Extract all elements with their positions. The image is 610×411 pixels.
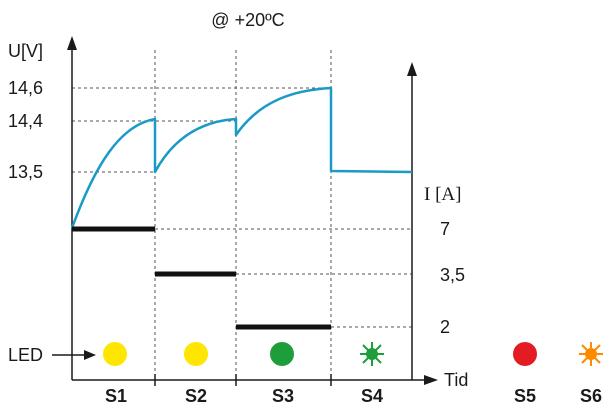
voltage-tick-14-4: 14,4 <box>8 111 43 131</box>
voltage-axis-arrow-icon <box>67 36 77 50</box>
current-tick-2: 2 <box>440 317 450 337</box>
led-s6-orange-blink-icon <box>579 342 603 366</box>
voltage-axis-label: U[V] <box>8 41 43 61</box>
led-s2-yellow-dot-icon <box>184 342 208 366</box>
stage-label-s1: S1 <box>105 386 127 406</box>
guide-lines <box>72 87 412 328</box>
current-tick-3-5: 3,5 <box>440 265 465 285</box>
led-s4-green-blink-icon <box>360 342 384 366</box>
voltage-tick-13-5: 13,5 <box>8 162 43 182</box>
led-s3-green-dot-icon <box>270 342 294 366</box>
current-profile <box>72 226 331 330</box>
temperature-note: @ +20ºC <box>211 10 284 30</box>
current-axis-label: I [A] <box>424 184 461 205</box>
led-arrow-icon <box>84 350 96 360</box>
time-axis-arrow-icon <box>424 375 438 385</box>
led-s5-red-dot-icon <box>513 342 537 366</box>
stage-label-s3: S3 <box>272 386 294 406</box>
stage-label-s6: S6 <box>580 386 602 406</box>
voltage-tick-14-6: 14,6 <box>8 78 43 98</box>
current-tick-7: 7 <box>440 219 450 239</box>
led-s1-yellow-dot-icon <box>103 342 127 366</box>
led-label: LED <box>8 345 43 365</box>
time-axis-label: Tid <box>444 370 468 390</box>
time-axis-ticks <box>154 374 332 386</box>
current-axis-arrow-icon <box>407 62 417 76</box>
voltage-curve <box>70 86 413 229</box>
stage-label-s2: S2 <box>185 386 207 406</box>
stage-label-s4: S4 <box>361 386 383 406</box>
stage-dividers <box>154 50 332 380</box>
stage-label-s5: S5 <box>514 386 536 406</box>
